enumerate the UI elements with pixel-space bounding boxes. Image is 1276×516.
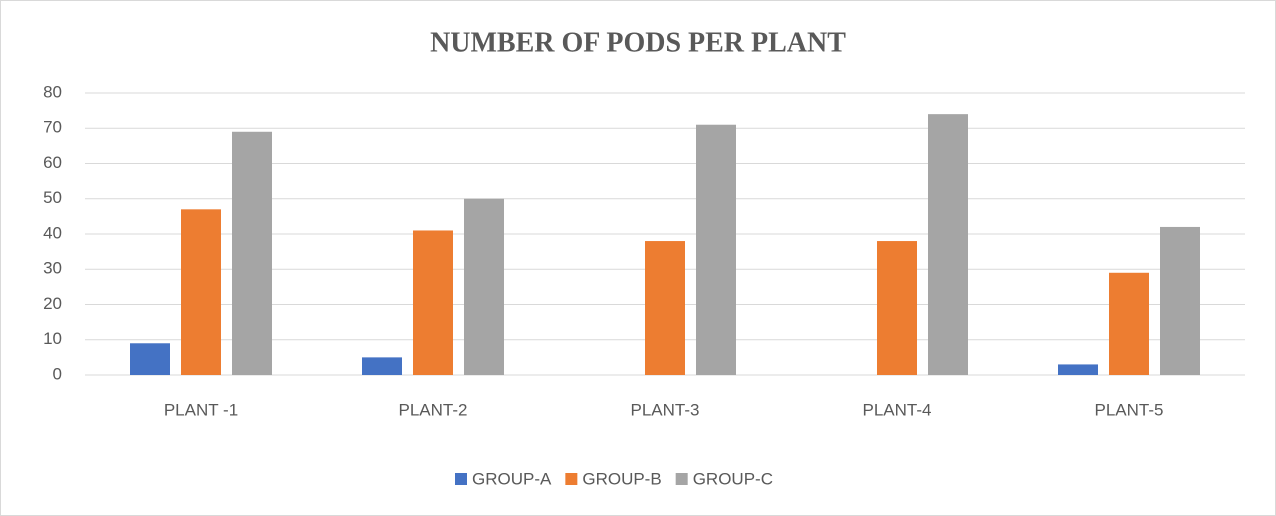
x-tick-label: PLANT -1 bbox=[164, 400, 238, 419]
bar bbox=[464, 198, 504, 375]
legend-swatch bbox=[565, 473, 578, 485]
bar bbox=[1160, 226, 1200, 375]
bar bbox=[181, 209, 221, 375]
x-tick-label: PLANT-4 bbox=[863, 400, 932, 419]
chart-title: NUMBER OF PODS PER PLANT bbox=[430, 27, 846, 58]
legend-label: GROUP-C bbox=[693, 469, 773, 488]
bar bbox=[362, 357, 402, 375]
y-tick-label: 20 bbox=[43, 294, 62, 313]
bar bbox=[645, 241, 685, 375]
legend-label: GROUP-B bbox=[582, 469, 661, 488]
y-tick-label: 80 bbox=[43, 82, 62, 101]
x-tick-label: PLANT-2 bbox=[399, 400, 468, 419]
bar bbox=[232, 131, 272, 375]
bar bbox=[1109, 272, 1149, 375]
y-tick-label: 30 bbox=[43, 259, 62, 278]
y-tick-label: 10 bbox=[43, 329, 62, 348]
bar bbox=[413, 230, 453, 375]
legend-label: GROUP-A bbox=[472, 469, 552, 488]
x-tick-label: PLANT-5 bbox=[1095, 400, 1164, 419]
legend-swatch bbox=[675, 473, 688, 485]
x-tick-label: PLANT-3 bbox=[631, 400, 700, 419]
bar bbox=[696, 124, 736, 375]
bar bbox=[928, 114, 968, 376]
y-tick-label: 50 bbox=[43, 188, 62, 207]
y-tick-label: 0 bbox=[53, 364, 62, 383]
bar bbox=[877, 241, 917, 375]
legend-swatch bbox=[455, 473, 467, 485]
bar bbox=[130, 343, 170, 375]
y-tick-label: 70 bbox=[43, 118, 62, 137]
y-tick-label: 60 bbox=[43, 153, 62, 172]
y-tick-label: 40 bbox=[43, 223, 62, 242]
bar bbox=[1058, 364, 1098, 375]
